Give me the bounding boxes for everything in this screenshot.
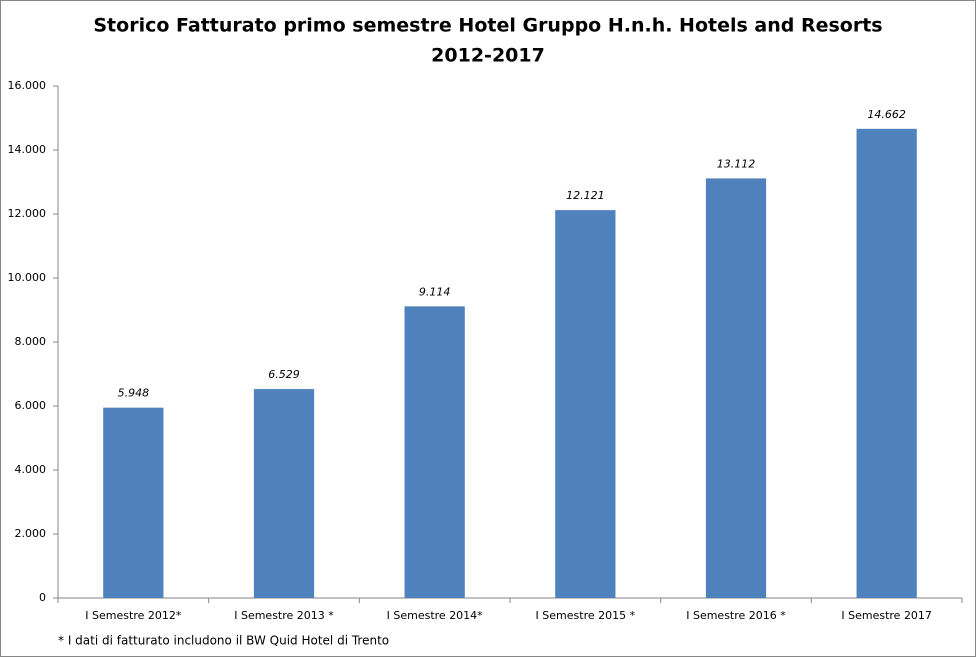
bar	[705, 178, 767, 598]
chart-title: Storico Fatturato primo semestre Hotel G…	[93, 15, 882, 37]
value-label: 13.112	[717, 157, 756, 170]
x-tick-label: I Semestre 2014*	[387, 609, 484, 622]
y-tick-label: 14.000	[8, 143, 47, 156]
y-tick-label: 12.000	[8, 207, 47, 220]
value-label: 14.662	[867, 108, 906, 121]
value-label: 12.121	[566, 189, 605, 202]
value-label: 5.948	[118, 387, 150, 400]
chart-title: 2012-2017	[431, 45, 545, 67]
bar	[856, 128, 917, 599]
x-tick-label: I Semestre 2016 *	[686, 609, 786, 622]
y-tick-label: 4.000	[15, 463, 47, 476]
y-tick-label: 8.000	[15, 335, 47, 348]
bar	[103, 407, 164, 598]
bar	[404, 306, 465, 598]
y-tick-label: 2.000	[15, 527, 47, 540]
x-tick-label: I Semestre 2012*	[85, 609, 182, 622]
x-tick-label: I Semestre 2017	[841, 609, 932, 622]
y-tick-label: 0	[39, 591, 46, 604]
bar	[555, 210, 616, 599]
bar	[253, 389, 315, 598]
x-tick-label: I Semestre 2015 *	[536, 609, 636, 622]
y-tick-label: 10.000	[8, 271, 47, 284]
x-tick-label: I Semestre 2013 *	[234, 609, 334, 622]
footnote: * I dati di fatturato includono il BW Qu…	[58, 634, 389, 648]
value-label: 9.114	[419, 285, 451, 298]
value-label: 6.529	[268, 368, 300, 381]
y-tick-label: 6.000	[15, 399, 47, 412]
y-tick-label: 16.000	[8, 79, 47, 92]
